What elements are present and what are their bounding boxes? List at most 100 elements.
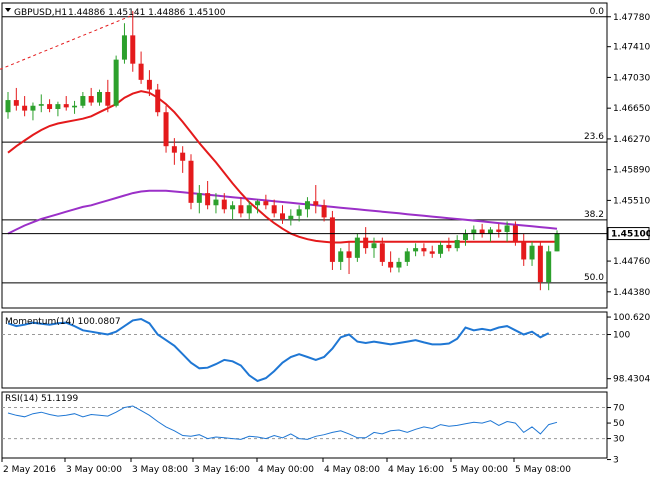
rsi-tick-label: 30 — [613, 435, 625, 445]
chart-header: GBPUSD,H1 1.44886 1.45141 1.44886 1.4510… — [5, 8, 226, 18]
bear-candle — [205, 180, 211, 210]
candlesticks — [5, 11, 560, 291]
candle-body — [138, 63, 144, 80]
bull-candle — [246, 201, 252, 220]
time-axis: 2 May 2016 3 May 00:00 3 May 08:00 3 May 16… — [1, 458, 571, 475]
bear-candle — [171, 138, 177, 165]
candle-body — [429, 251, 435, 254]
symbol-label: GBPUSD,H1 — [14, 8, 67, 18]
rsi-panel: 70 50 30 3 RSI(14) 51.1199 — [2, 394, 625, 466]
bear-candle — [363, 227, 369, 254]
candle-body — [88, 96, 94, 103]
price-tick-label: 1.47410 — [613, 43, 650, 53]
candle-body — [163, 112, 169, 147]
bull-candle — [38, 94, 44, 113]
bear-candle — [446, 237, 452, 252]
candle-body — [105, 91, 111, 106]
price-tick-label: 1.44760 — [613, 257, 650, 267]
time-tick-label: 3 May 08:00 — [132, 465, 188, 475]
bull-candle — [529, 241, 535, 266]
price-axis: 1.47780 1.47410 1.47030 1.46650 1.46270 1.458… — [607, 13, 650, 298]
time-tick-label: 5 May 08:00 — [515, 465, 571, 475]
bull-candle — [121, 23, 127, 64]
bull-candle — [454, 235, 460, 252]
candle-body — [313, 201, 319, 206]
momentum-tick-label: 98.4304 — [613, 375, 650, 385]
panel-frame-mom — [1, 311, 608, 389]
candle-body — [304, 201, 310, 210]
bear-candle — [238, 197, 244, 218]
rsi-line — [7, 405, 558, 440]
price-panel: 0.023.638.250.0 1.477801.474101.470301.4… — [0, 7, 650, 298]
bear-candle — [280, 205, 285, 224]
candle-body — [388, 261, 394, 268]
bull-candle — [30, 102, 36, 121]
rsi-tick-label: 70 — [613, 404, 625, 414]
bull-candle — [196, 185, 202, 214]
bull-candle — [487, 227, 493, 242]
momentum-line — [7, 317, 550, 383]
momentum-axis: 100.6203 100 98.4304 — [607, 313, 650, 385]
candle-body — [404, 251, 410, 262]
bear-candle — [479, 223, 485, 238]
candle-body — [13, 100, 19, 106]
candle-body — [230, 205, 236, 210]
bear-candle — [313, 185, 319, 214]
candle-body — [221, 199, 227, 210]
candle-body — [146, 79, 152, 90]
candle-body — [371, 243, 377, 249]
candle-body — [280, 213, 285, 220]
candle-body — [271, 205, 277, 214]
candle-body — [479, 229, 485, 234]
time-tick-label: 4 May 08:00 — [324, 465, 380, 475]
candle-body — [255, 201, 261, 206]
candle-body — [521, 241, 527, 260]
bear-candle — [155, 83, 161, 117]
candle-body — [72, 105, 78, 108]
candle-body — [504, 225, 510, 232]
candle-body — [329, 217, 335, 262]
candle-body — [321, 205, 327, 218]
bear-candle — [329, 210, 335, 270]
bear-candle — [13, 87, 19, 111]
bear-candle — [271, 199, 277, 218]
bear-candle — [379, 237, 385, 266]
bear-candle — [188, 154, 194, 210]
candle-body — [496, 229, 502, 232]
bull-candle — [338, 248, 344, 270]
bear-candle — [346, 241, 352, 275]
bull-candle — [288, 209, 294, 226]
candle-body — [155, 89, 161, 113]
bear-candle — [88, 87, 94, 106]
bull-candle — [80, 91, 86, 109]
bull-candle — [354, 233, 360, 262]
candle-body — [63, 104, 69, 108]
candle-body — [454, 240, 460, 249]
candle-body — [113, 59, 119, 106]
candle-body — [363, 237, 369, 249]
panel-frame-main — [1, 2, 608, 309]
bear-candle — [221, 193, 227, 214]
momentum-panel: 100.6203 100 98.4304 Momentum(14) 100.0807 — [2, 313, 650, 385]
time-tick-label: 4 May 00:00 — [258, 465, 314, 475]
bull-candle — [396, 257, 402, 273]
panel-frame-rsi — [1, 391, 608, 459]
price-tick-label: 1.45510 — [613, 196, 650, 206]
rsi-tick-label: 3 — [613, 456, 619, 466]
bull-candle — [55, 101, 61, 117]
bull-candle — [230, 201, 236, 220]
bull-candle — [504, 221, 510, 242]
candle-body — [354, 237, 360, 258]
bear-candle — [537, 241, 543, 291]
candle-body — [396, 261, 402, 268]
candle-body — [463, 233, 468, 241]
trend-line — [0, 14, 133, 70]
bear-candle — [105, 79, 111, 113]
current-price-tag: 1.45100 — [607, 227, 650, 241]
rsi-label: RSI(14) 51.1199 — [5, 394, 78, 404]
bull-candle — [113, 55, 119, 108]
bull-candle — [5, 91, 11, 119]
panel-frames — [1, 2, 608, 459]
bull-candle — [72, 100, 78, 114]
